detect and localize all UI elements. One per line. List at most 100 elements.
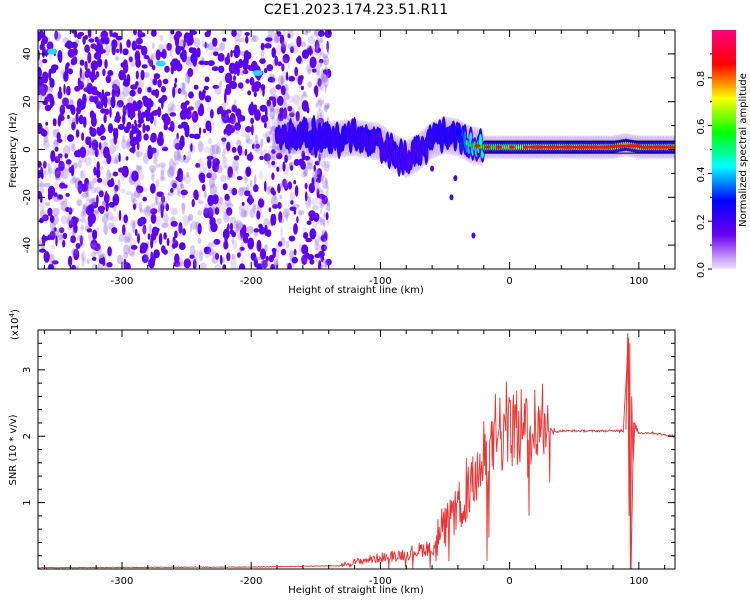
noise-blob [327,219,330,225]
noise-blob [245,166,252,177]
noise-blob [92,177,97,184]
noise-blob [89,138,98,144]
noise-blob [321,179,324,184]
ridge-peak [495,145,502,149]
noise-blob [115,56,120,61]
noise-blob [145,86,149,93]
noise-blob [152,78,158,86]
noise-blob [80,217,87,223]
noise-blob [285,262,290,267]
noise-blob [324,166,327,172]
noise-blob [316,37,319,43]
noise-blob [269,108,276,120]
noise-blob [158,97,166,104]
noise-blob [71,121,76,131]
noise-blob [172,182,177,189]
noise-blob [89,213,96,224]
noise-blob [314,160,320,166]
noise-blob [220,174,227,183]
noise-blob [170,188,174,193]
noise-blob [153,73,161,80]
noise-blob [244,64,252,69]
noise-blob [326,66,328,72]
noise-blob [100,166,104,171]
noise-blob [48,68,57,74]
noise-blob [172,86,176,99]
noise-blob [112,187,119,194]
noise-blob [191,199,195,208]
noise-blob [161,144,168,150]
noise-blob [92,229,98,240]
noise-blob [318,38,324,44]
noise-blob [43,159,47,167]
x-tick-label: 100 [629,276,648,287]
noise-blob [83,204,88,211]
noise-blob [303,155,311,161]
noise-blob [160,163,165,175]
noise-blob [236,222,244,229]
noise-blob [280,180,285,189]
noise-blob [218,42,226,52]
colorbar-axes: 0.0 0.2 0.4 0.6 0.8 [696,53,712,278]
noise-blob [320,44,324,56]
noise-blob [59,104,66,116]
noise-blob [324,263,327,269]
noise-blob [260,84,266,92]
noise-blob [319,112,322,118]
noise-blob [82,84,88,92]
noise-blob [123,252,129,259]
noise-blob [135,44,142,50]
noise-blob [149,77,154,88]
noise-blob [88,198,96,205]
noise-blob [148,258,155,269]
noise-blob [293,223,298,235]
noise-blob [114,139,120,151]
noise-blob [326,202,330,207]
noise-blob [295,111,300,122]
noise-blob [68,220,73,229]
noise-blob [320,205,323,211]
noise-blob [112,79,121,91]
noise-blob [290,46,294,54]
noise-blob [198,172,206,182]
noise-blob [162,249,168,255]
noise-blob [170,239,176,244]
noise-blob [67,255,73,267]
noise-blob [267,30,274,38]
noise-blob [202,166,208,173]
noise-blob [315,65,320,76]
noise-blob [214,84,222,96]
noise-blob [179,52,187,60]
noise-blob [91,263,99,269]
noise-blob [76,33,82,40]
noise-blob [321,176,324,181]
noise-blob [54,146,59,152]
noise-blob [243,210,249,218]
noise-blob [49,220,56,231]
noise-blob [135,151,143,158]
noise-blob [49,94,54,106]
noise-blob [163,232,167,240]
noise-blob [219,80,223,87]
noise-blob [203,146,211,154]
noise-blob [212,84,220,89]
noise-blob [67,215,73,223]
noise-blob [93,243,101,252]
snr-ylabel: SNR (10 * v/v) [8,414,19,485]
noise-blob [324,160,326,166]
noise-blob [199,248,203,255]
noise-blob [232,63,238,75]
noise-blob [233,99,237,109]
noise-blob [81,132,85,141]
noise-blob [102,178,109,186]
noise-blob [39,182,45,194]
noise-blob [241,257,244,264]
noise-blob [321,82,325,92]
noise-blob [266,186,271,195]
noise-blob [204,203,209,215]
noise-blob [198,127,202,136]
y-tick-label: 0 [22,146,33,152]
noise-blob [49,215,55,224]
noise-blob [260,42,265,51]
noise-blob [199,262,207,269]
